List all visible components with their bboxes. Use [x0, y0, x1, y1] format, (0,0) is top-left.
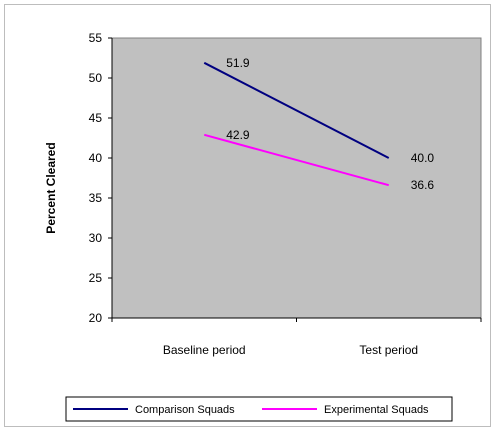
data-label: 40.0 [411, 151, 435, 165]
data-label: 36.6 [411, 178, 435, 192]
y-axis-title: Percent Cleared [44, 142, 58, 233]
series-line-experimental [203, 133, 390, 187]
y-ticks: 20 25 30 35 40 45 50 55 [89, 31, 112, 325]
data-label: 42.9 [226, 128, 250, 142]
y-tick-label: 55 [89, 31, 103, 45]
chart-frame [4, 4, 491, 427]
x-tick-label: Test period [359, 343, 418, 357]
y-tick-label: 35 [89, 191, 103, 205]
data-labels: 51.9 40.0 42.9 36.6 [226, 56, 434, 192]
y-tick-label: 50 [89, 71, 103, 85]
legend: Comparison Squads Experimental Squads [65, 396, 453, 422]
series-lines [203, 61, 390, 187]
plot-area [111, 37, 482, 319]
legend-label-comparison: Comparison Squads [135, 404, 235, 416]
legend-label-experimental: Experimental Squads [324, 404, 429, 416]
data-label: 51.9 [226, 56, 250, 70]
y-tick-label: 45 [89, 111, 103, 125]
series-line-comparison [203, 61, 390, 159]
y-tick-label: 40 [89, 151, 103, 165]
y-tick-label: 20 [89, 311, 103, 325]
legend-box [65, 396, 453, 422]
x-ticks: Baseline period Test period [111, 318, 482, 357]
y-tick-label: 30 [89, 231, 103, 245]
x-tick-label: Baseline period [163, 343, 246, 357]
y-tick-label: 25 [89, 271, 103, 285]
